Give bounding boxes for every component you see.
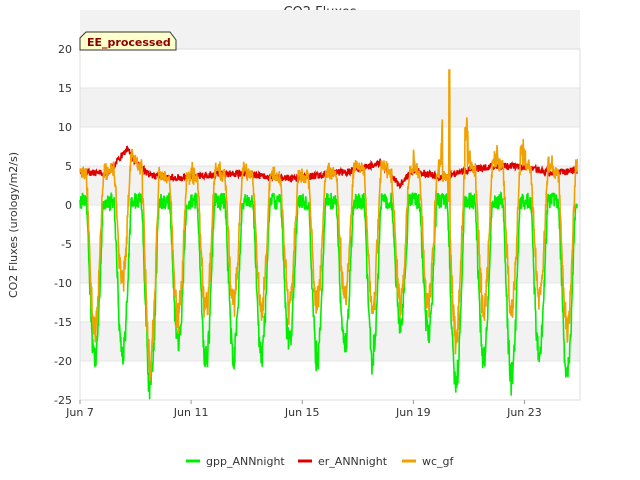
y-tick-label: 5: [65, 160, 72, 173]
band: [80, 244, 580, 283]
badge-shape: [79, 31, 177, 51]
x-tick-label: Jun 23: [506, 406, 542, 419]
band: [80, 322, 580, 361]
x-tick-label: Jun 15: [284, 406, 320, 419]
y-tick-label: -15: [54, 316, 72, 329]
y-axis-ticks: 20 15 10 5 0 -5 -10 -15 -20 -25: [54, 43, 72, 407]
plot-background-bands: [80, 10, 580, 361]
x-tick-label: Jun 7: [65, 406, 94, 419]
y-tick-label: -5: [61, 238, 72, 251]
y-tick-label: 10: [58, 121, 72, 134]
series-line-gpp-annnight: [79, 191, 578, 400]
badge-label: EE_processed: [87, 36, 171, 49]
y-tick-label: -20: [54, 355, 72, 368]
y-tick-label: 15: [58, 82, 72, 95]
x-tick-label: Jun 19: [395, 406, 431, 419]
legend-label: gpp_ANNnight: [206, 455, 285, 468]
series-line-wc-gf: [79, 69, 578, 382]
legend-label: wc_gf: [422, 455, 455, 468]
band: [80, 88, 580, 127]
ee-processed-badge: EE_processed: [79, 31, 177, 51]
series-layer: [79, 69, 578, 400]
y-tick-label: -25: [54, 394, 72, 407]
y-tick-label: -10: [54, 277, 72, 290]
x-tick-label: Jun 11: [173, 406, 209, 419]
plot-frame: [79, 48, 581, 401]
y-tick-label: 20: [58, 43, 72, 56]
y-tick-label: 0: [65, 199, 72, 212]
legend: gpp_ANNnight er_ANNnight wc_gf: [186, 455, 455, 468]
x-axis-ticks: Jun 7 Jun 11 Jun 15 Jun 19 Jun 23: [65, 400, 542, 419]
legend-label: er_ANNnight: [318, 455, 388, 468]
y-axis-label: CO2 Fluxes (urology/m2/s): [7, 152, 20, 298]
